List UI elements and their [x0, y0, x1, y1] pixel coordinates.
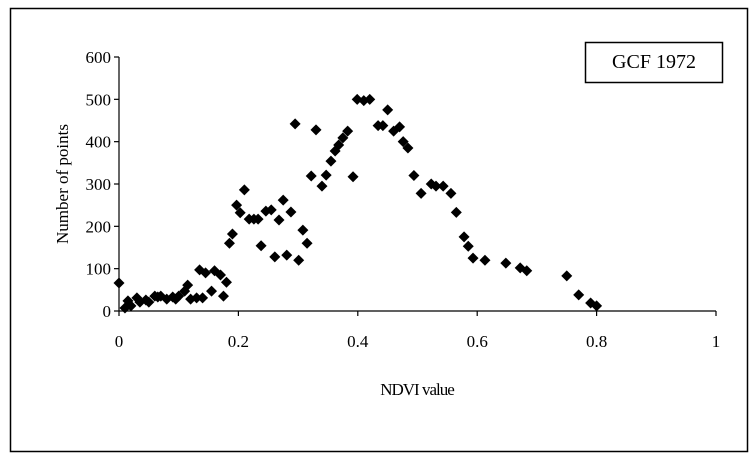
point [273, 214, 285, 226]
x-tick-label: 0.4 [347, 332, 369, 351]
point [285, 206, 297, 218]
point [316, 180, 328, 192]
point [333, 139, 345, 151]
x-tick-label: 1 [712, 332, 721, 351]
y-axis-label: Number of points [53, 124, 72, 244]
point [293, 254, 305, 266]
point [388, 125, 400, 137]
point [255, 240, 267, 252]
y-tick-label: 600 [86, 48, 112, 67]
point [234, 207, 246, 219]
y-tick-label: 0 [103, 302, 112, 321]
x-tick-label: 0.8 [586, 332, 607, 351]
point [479, 254, 491, 266]
point [289, 118, 301, 130]
point [143, 296, 155, 308]
point [364, 93, 376, 105]
point [231, 199, 243, 211]
point [277, 194, 289, 206]
point [337, 132, 349, 144]
point [382, 104, 394, 116]
annotation-box [584, 41, 724, 84]
point [220, 276, 232, 288]
point [394, 121, 406, 133]
point [445, 187, 457, 199]
point [342, 125, 354, 137]
point [252, 213, 264, 225]
point [320, 169, 332, 181]
y-tick-label: 400 [86, 133, 112, 152]
point [238, 184, 250, 196]
y-tick-label: 100 [86, 260, 112, 279]
point [450, 206, 462, 218]
point [415, 187, 427, 199]
point [223, 237, 235, 249]
point [467, 252, 479, 264]
point [226, 228, 238, 240]
x-tick-label: 0 [115, 332, 124, 351]
point [573, 289, 585, 301]
point [437, 180, 449, 192]
y-tick-label: 300 [86, 175, 112, 194]
point [521, 265, 533, 277]
point [500, 257, 512, 269]
point [214, 269, 226, 281]
annotation: GCF 1972 [612, 51, 696, 73]
point [591, 300, 603, 312]
point [561, 270, 573, 282]
y-tick-label: 500 [86, 90, 112, 109]
point [305, 170, 317, 182]
point [325, 155, 337, 167]
point [125, 300, 137, 312]
y-tick-label: 200 [86, 217, 112, 236]
x-tick-label: 0.2 [228, 332, 249, 351]
point [265, 204, 277, 216]
point [173, 290, 185, 302]
point [397, 136, 409, 148]
point [402, 142, 414, 154]
point [462, 240, 474, 252]
point [269, 251, 281, 263]
point [301, 237, 313, 249]
point [310, 124, 322, 136]
point [206, 285, 218, 297]
point [408, 170, 420, 182]
point [113, 277, 125, 289]
x-tick-label: 0.6 [467, 332, 488, 351]
point [217, 290, 229, 302]
point [458, 231, 470, 243]
x-axis-label: NDVI value [380, 380, 454, 399]
point [377, 120, 389, 132]
point [200, 267, 212, 279]
point [430, 180, 442, 192]
point [197, 292, 209, 304]
point [191, 292, 203, 304]
point [281, 249, 293, 261]
point [347, 171, 359, 183]
point [297, 224, 309, 236]
point [182, 279, 194, 291]
